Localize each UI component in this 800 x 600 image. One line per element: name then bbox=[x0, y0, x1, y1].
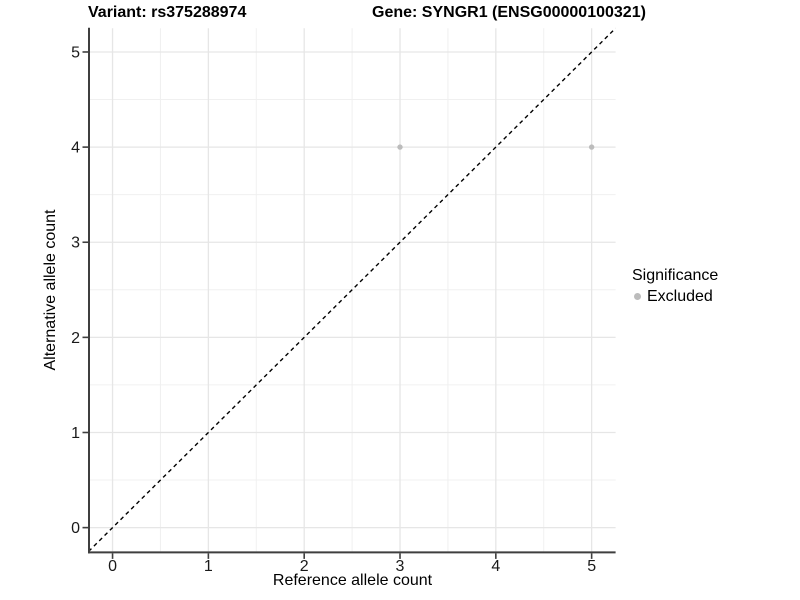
legend-key-dot-icon bbox=[634, 293, 641, 300]
x-tick-label: 0 bbox=[108, 558, 117, 575]
x-tick-label: 1 bbox=[204, 558, 213, 575]
y-tick-label: 0 bbox=[71, 520, 80, 537]
y-tick-label: 3 bbox=[71, 235, 80, 252]
legend: Significance Excluded bbox=[632, 266, 718, 306]
y-tick-label: 2 bbox=[71, 330, 80, 347]
identity-line bbox=[88, 27, 617, 552]
x-tick-label: 2 bbox=[300, 558, 309, 575]
data-point bbox=[397, 144, 403, 150]
y-tick-label: 5 bbox=[71, 44, 80, 61]
x-tick-label: 3 bbox=[396, 558, 405, 575]
y-tick-label: 4 bbox=[71, 140, 80, 157]
x-axis-title: Reference allele count bbox=[272, 572, 433, 589]
legend-entries: Excluded bbox=[632, 287, 718, 306]
plot-title-gene: Gene: SYNGR1 (ENSG00000100321) bbox=[372, 4, 646, 21]
legend-title: Significance bbox=[632, 267, 719, 284]
x-tick-label: 5 bbox=[587, 558, 596, 575]
y-tick-label: 1 bbox=[71, 425, 80, 442]
data-point bbox=[588, 144, 595, 150]
plot-title-variant: Variant: rs375288974 bbox=[88, 4, 247, 21]
legend-entry: Excluded bbox=[632, 287, 718, 306]
x-tick-label: 4 bbox=[491, 558, 500, 575]
legend-entry-label: Excluded bbox=[647, 288, 713, 305]
y-axis-title: Alternative allele count bbox=[42, 209, 59, 371]
